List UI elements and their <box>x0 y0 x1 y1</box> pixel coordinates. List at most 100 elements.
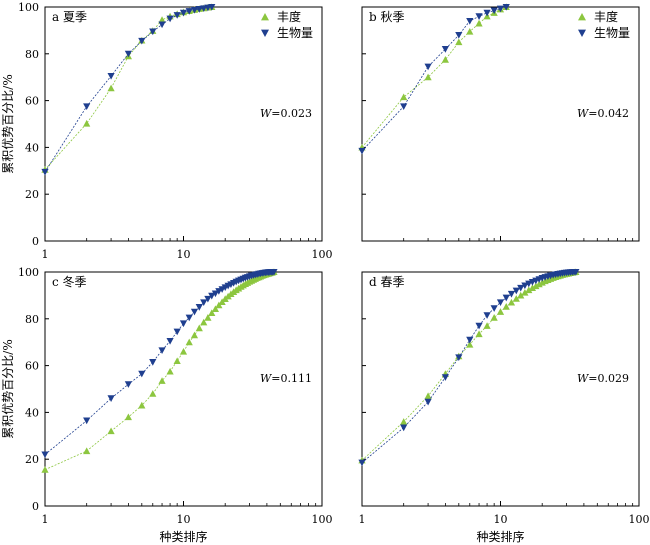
legend-marker-biomass <box>578 29 586 37</box>
w-statistic: W=0.023 <box>260 107 312 120</box>
data-point-biomass <box>41 451 49 459</box>
data-point-biomass <box>124 50 132 58</box>
x-tick-label: 1 <box>42 513 49 526</box>
legend-marker-biomass <box>261 29 269 37</box>
legend-marker-abundance <box>578 13 586 21</box>
x-tick-label: 100 <box>312 513 333 526</box>
data-point-abundance <box>107 427 115 435</box>
data-point-biomass <box>149 28 157 36</box>
data-point-biomass <box>507 290 516 298</box>
data-point-abundance <box>490 314 498 321</box>
data-point-abundance <box>483 322 491 329</box>
data-point-abundance <box>158 16 166 23</box>
data-point-abundance <box>166 367 174 375</box>
data-point-biomass <box>525 280 533 288</box>
data-point-biomass <box>173 328 181 336</box>
data-point-abundance <box>107 84 115 92</box>
data-point-biomass <box>496 299 505 307</box>
w-statistic: W=0.029 <box>577 372 629 385</box>
panel-d: 1 10 100 d 春季 W=0.029 种类排序 <box>358 268 650 544</box>
data-point-abundance <box>424 392 432 400</box>
series-line-biomass <box>361 271 576 464</box>
legend-label: 丰度 <box>277 9 301 24</box>
data-point-biomass <box>208 3 216 11</box>
data-point-biomass <box>270 268 278 276</box>
data-point-biomass <box>195 6 203 13</box>
data-point-biomass <box>200 5 208 13</box>
data-point-abundance <box>400 418 408 425</box>
data-point-abundance <box>507 298 516 306</box>
data-point-biomass <box>455 32 463 39</box>
x-tick-label: 100 <box>312 248 333 261</box>
panel-title: c 冬季 <box>52 274 87 289</box>
x-axis-label: 种类排序 <box>159 529 207 544</box>
data-point-biomass <box>358 147 366 155</box>
data-point-biomass <box>107 72 115 80</box>
x-tick-label: 1 <box>42 248 49 261</box>
data-point-abundance <box>475 330 483 338</box>
panel-title: b 秋季 <box>369 10 405 24</box>
data-point-biomass <box>208 292 216 300</box>
data-point-abundance <box>455 38 463 46</box>
y-tick-label: 80 <box>25 313 39 326</box>
series-line-abundance <box>44 6 212 170</box>
data-point-biomass <box>483 312 491 319</box>
data-point-abundance <box>525 286 533 294</box>
data-point-abundance <box>195 324 203 332</box>
data-point-abundance <box>521 288 529 296</box>
data-point-abundance <box>190 331 199 339</box>
series-line-biomass <box>361 6 507 152</box>
data-point-biomass <box>521 282 529 290</box>
series-line-biomass <box>44 6 212 173</box>
data-point-abundance <box>466 27 474 35</box>
data-point-biomass <box>185 8 193 15</box>
data-point-biomass <box>400 103 408 111</box>
data-point-biomass <box>138 370 146 378</box>
y-tick-label: 0 <box>32 235 39 248</box>
data-point-biomass <box>190 6 199 14</box>
data-point-biomass <box>424 63 432 71</box>
data-point-biomass <box>179 320 188 328</box>
data-point-abundance <box>204 314 212 321</box>
data-point-abundance <box>502 303 510 310</box>
y-tick-label: 80 <box>25 48 39 61</box>
data-point-biomass <box>466 336 474 344</box>
data-point-abundance <box>200 318 208 326</box>
data-point-abundance <box>149 390 157 397</box>
y-tick-label: 20 <box>25 453 39 466</box>
series-line-abundance <box>44 271 275 471</box>
data-point-biomass <box>185 314 193 322</box>
w-statistic: W=0.042 <box>577 107 629 120</box>
data-point-abundance <box>173 357 181 364</box>
plot-frame <box>361 271 640 507</box>
data-point-biomass <box>572 268 580 276</box>
x-tick-label: 10 <box>494 513 508 526</box>
data-point-abundance <box>83 119 91 127</box>
data-point-biomass <box>517 284 525 292</box>
data-point-biomass <box>502 294 510 302</box>
data-point-biomass <box>158 21 166 29</box>
y-tick-label: 40 <box>25 141 39 154</box>
data-point-biomass <box>424 398 432 406</box>
data-point-biomass <box>107 395 115 402</box>
panel-title: d 春季 <box>369 275 405 289</box>
series-line-abundance <box>361 6 507 148</box>
data-point-abundance <box>528 284 537 291</box>
data-point-abundance <box>185 338 193 346</box>
data-point-biomass <box>190 308 199 316</box>
series-line-biomass <box>44 271 274 455</box>
data-point-abundance <box>208 309 216 317</box>
data-point-biomass <box>483 9 491 17</box>
data-point-abundance <box>41 466 49 473</box>
data-point-abundance <box>424 73 432 81</box>
data-point-biomass <box>83 417 91 425</box>
y-tick-label: 40 <box>25 406 39 419</box>
plot-frame <box>361 6 640 242</box>
y-tick-label: 100 <box>18 266 39 279</box>
legend-marker-abundance <box>261 13 269 21</box>
y-tick-label: 0 <box>32 500 39 513</box>
data-point-biomass <box>200 299 208 307</box>
data-point-biomass <box>496 5 505 13</box>
data-point-biomass <box>512 287 520 295</box>
